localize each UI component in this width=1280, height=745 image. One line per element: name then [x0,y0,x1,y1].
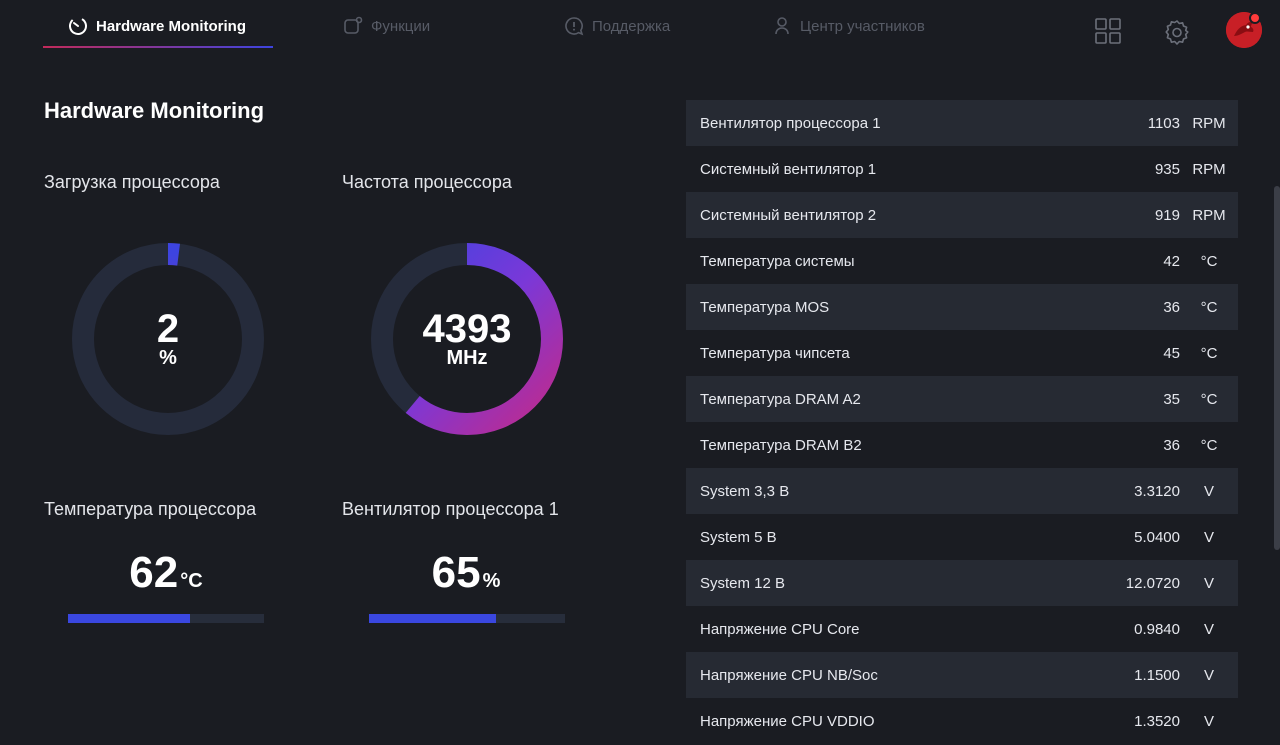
sensor-unit: RPM [1192,114,1226,132]
grid-icon[interactable] [1095,18,1121,44]
sensor-value: 1.1500 [1134,666,1180,684]
cpu-load-label: Загрузка процессора [44,172,220,192]
sensor-value: 36 [1163,298,1180,316]
sensor-unit: °C [1200,436,1218,454]
sensor-name: Температура чипсета [700,344,850,362]
functions-icon [344,16,363,34]
sensor-unit: V [1203,712,1214,730]
page-title: Hardware Monitoring [44,98,265,123]
sensor-row: Температура DRAM B2 36 °C [686,422,1238,468]
sensor-row: System 12 В 12.0720 V [686,560,1238,606]
cpu-fan-bar-fill [369,614,497,623]
cpu-fan-value: 65 [431,548,481,597]
sensor-value: 12.0720 [1125,574,1180,592]
sensor-value: 5.0400 [1134,528,1180,546]
support-chat-icon [565,17,584,36]
sensor-row: System 3,3 В 3.3120 V [686,468,1238,514]
cpu-temp-unit: °C [180,570,203,592]
sensor-unit: RPM [1192,160,1226,178]
sensor-unit: V [1203,482,1214,500]
cpu-load-gauge: 2 % [68,239,268,439]
cpu-fan-bar [369,614,565,623]
cpu-fan-readout: 65 % [366,548,566,598]
sensor-unit: °C [1200,390,1218,408]
sensor-name: Вентилятор процессора 1 [700,114,881,132]
sensor-name: Напряжение CPU VDDIO [700,712,875,730]
sensor-value: 1.3520 [1134,712,1180,730]
notification-dot [1249,12,1261,24]
avatar[interactable] [1226,12,1262,48]
cpu-temp-label: Температура процессора [44,499,257,519]
sensor-unit: V [1203,574,1214,592]
sensor-row: Вентилятор процессора 1 1103 RPM [686,100,1238,146]
sensor-name: Системный вентилятор 2 [700,206,877,224]
sensor-name: Температура системы [700,252,855,270]
sensor-unit: °C [1200,344,1218,362]
sensor-unit: RPM [1192,206,1226,224]
cpu-load-unit: % [159,347,177,369]
sensor-name: Напряжение CPU NB/Soc [700,666,878,684]
cpu-temp-readout: 62 °C [66,548,266,598]
cpu-freq-gauge: 4393 MHz [367,239,567,439]
tab-member-center[interactable]: Центр участников [772,14,925,38]
sensor-unit: °C [1200,298,1218,316]
sensor-unit: V [1203,620,1214,638]
sensor-unit: °C [1200,252,1218,270]
member-icon [775,17,789,35]
sensor-name: Температура DRAM B2 [700,436,862,454]
sensor-value: 3.3120 [1134,482,1180,500]
sensor-name: System 3,3 В [700,482,790,500]
top-navigation: Hardware Monitoring Функции Поддержка Це… [0,0,1280,62]
cpu-freq-unit: MHz [446,347,488,369]
sensor-name: Температура DRAM A2 [700,390,861,408]
tab-hardware-monitoring[interactable]: Hardware Monitoring [68,14,246,38]
sensor-name: Температура MOS [700,298,830,316]
sensor-row: Напряжение CPU Core 0.9840 V [686,606,1238,652]
cpu-freq-ring [371,243,563,435]
sensor-value: 45 [1163,344,1180,362]
sensor-row: Напряжение CPU VDDIO 1.3520 V [686,698,1238,744]
tab-label: Центр участников [800,17,925,35]
scrollbar[interactable] [1274,186,1280,550]
sensor-value: 935 [1154,160,1180,178]
sensor-row: Температура MOS 36 °C [686,284,1238,330]
sensor-unit: V [1203,528,1214,546]
settings-gear-icon[interactable] [1163,18,1189,45]
sensor-row: Системный вентилятор 1 935 RPM [686,146,1238,192]
sensor-row: Температура DRAM A2 35 °C [686,376,1238,422]
active-tab-indicator [43,46,273,48]
sensor-value: 42 [1163,252,1180,270]
cpu-fan-unit: % [482,570,501,592]
cpu-freq-value: 4393 [422,307,512,351]
sensor-value: 36 [1163,436,1180,454]
sensor-value: 35 [1163,390,1180,408]
cpu-freq-label: Частота процессора [342,172,512,192]
sensor-unit: V [1203,666,1214,684]
sensor-row: Температура системы 42 °C [686,238,1238,284]
tab-support[interactable]: Поддержка [564,14,670,38]
cpu-load-ring [72,243,264,435]
sensor-row: Напряжение CPU NB/Soc 1.1500 V [686,652,1238,698]
tab-functions[interactable]: Функции [343,14,430,38]
sensor-value: 1103 [1147,114,1180,132]
sensor-row: Системный вентилятор 2 919 RPM [686,192,1238,238]
sensor-row: System 5 В 5.0400 V [686,514,1238,560]
sensor-value: 919 [1154,206,1180,224]
sensor-name: Системный вентилятор 1 [700,160,877,178]
tab-label: Поддержка [592,17,671,35]
sensor-name: System 5 В [700,528,777,546]
tab-label: Hardware Monitoring [96,17,247,35]
sensor-name: System 12 В [700,574,786,592]
cpu-temp-value: 62 [129,548,179,597]
cpu-temp-bar-fill [68,614,190,623]
gauge-icon [69,17,87,35]
sensor-value: 0.9840 [1134,620,1180,638]
tab-label: Функции [371,17,431,35]
sensor-table: Вентилятор процессора 1 1103 RPM Системный … [686,100,1238,744]
sensor-row: Температура чипсета 45 °C [686,330,1238,376]
cpu-temp-bar [68,614,264,623]
sensor-name: Напряжение CPU Core [700,620,860,638]
cpu-load-value: 2 [156,307,180,351]
cpu-fan-label: Вентилятор процессора 1 [342,499,559,519]
